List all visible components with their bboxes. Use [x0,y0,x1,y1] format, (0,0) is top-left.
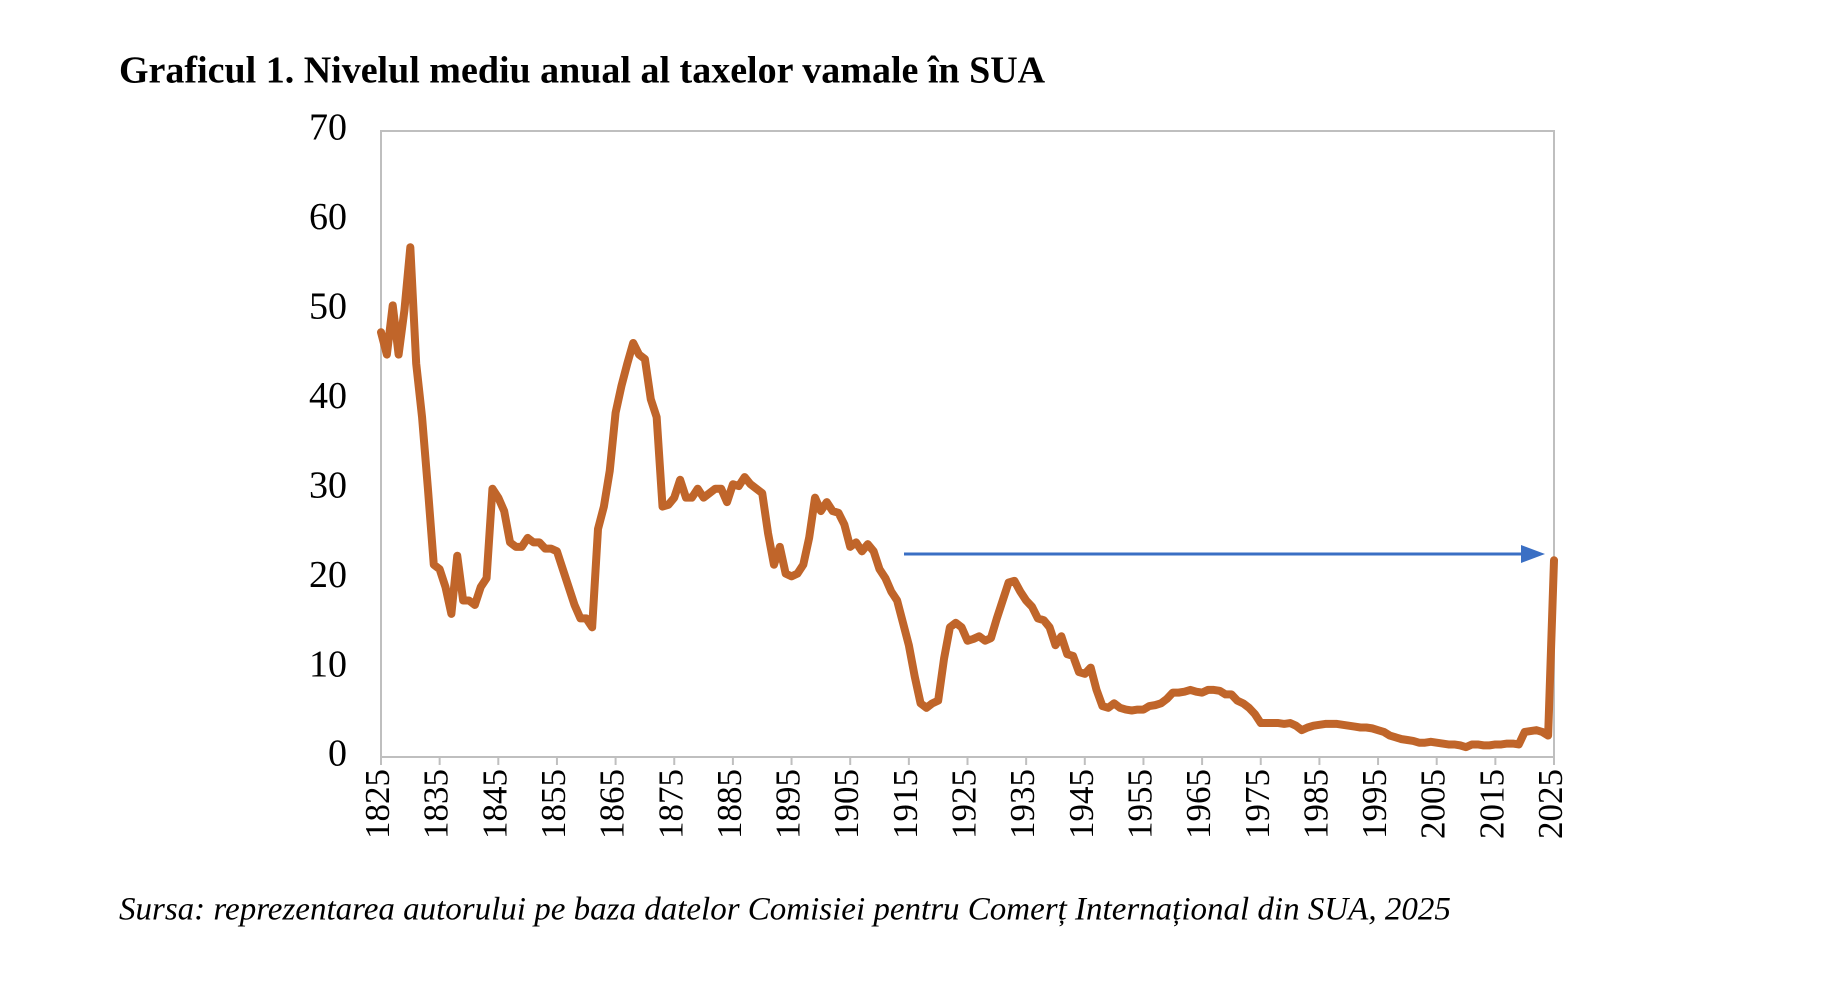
x-tick-label: 1895 [769,769,808,839]
y-tick-label: 60 [309,196,347,238]
x-tick-label: 1835 [417,769,456,839]
y-tick-label: 40 [309,375,347,417]
x-tick-label: 1885 [710,769,749,839]
arrow-head [1521,545,1545,563]
chart-title: Graficul 1. Nivelul mediu anual al taxel… [119,50,1046,92]
x-tick-label: 1905 [827,769,866,839]
y-tick-label: 70 [309,107,347,149]
source-note: Sursa: reprezentarea autorului pe baza d… [119,892,1451,928]
x-tick-label: 1955 [1120,769,1159,839]
x-tick-label: 1825 [358,769,397,839]
y-tick-label: 20 [309,554,347,596]
x-tick-label: 1915 [886,769,925,839]
y-tick-label: 30 [309,464,347,506]
x-tick-label: 2005 [1414,769,1453,839]
y-tick-label: 10 [309,643,347,685]
x-tick-label: 1855 [534,769,573,839]
x-tick-label: 1965 [1179,769,1218,839]
y-tick-label: 50 [309,286,347,328]
x-tick-label: 1845 [475,769,514,839]
x-tick-label: 1975 [1238,769,1277,839]
x-tick-label: 2025 [1531,769,1570,839]
x-tick-label: 2015 [1472,769,1511,839]
x-tick-label: 1865 [593,769,632,839]
data-line [377,243,1558,752]
x-tick-label: 1875 [651,769,690,839]
x-tick-label: 1985 [1296,769,1335,839]
x-tick-label: 1995 [1355,769,1394,839]
x-tick-label: 1935 [1003,769,1042,839]
x-tick-label: 1925 [945,769,984,839]
y-tick-label: 0 [328,733,347,775]
x-tick-label: 1945 [1062,769,1101,839]
plot-frame [380,130,1555,758]
